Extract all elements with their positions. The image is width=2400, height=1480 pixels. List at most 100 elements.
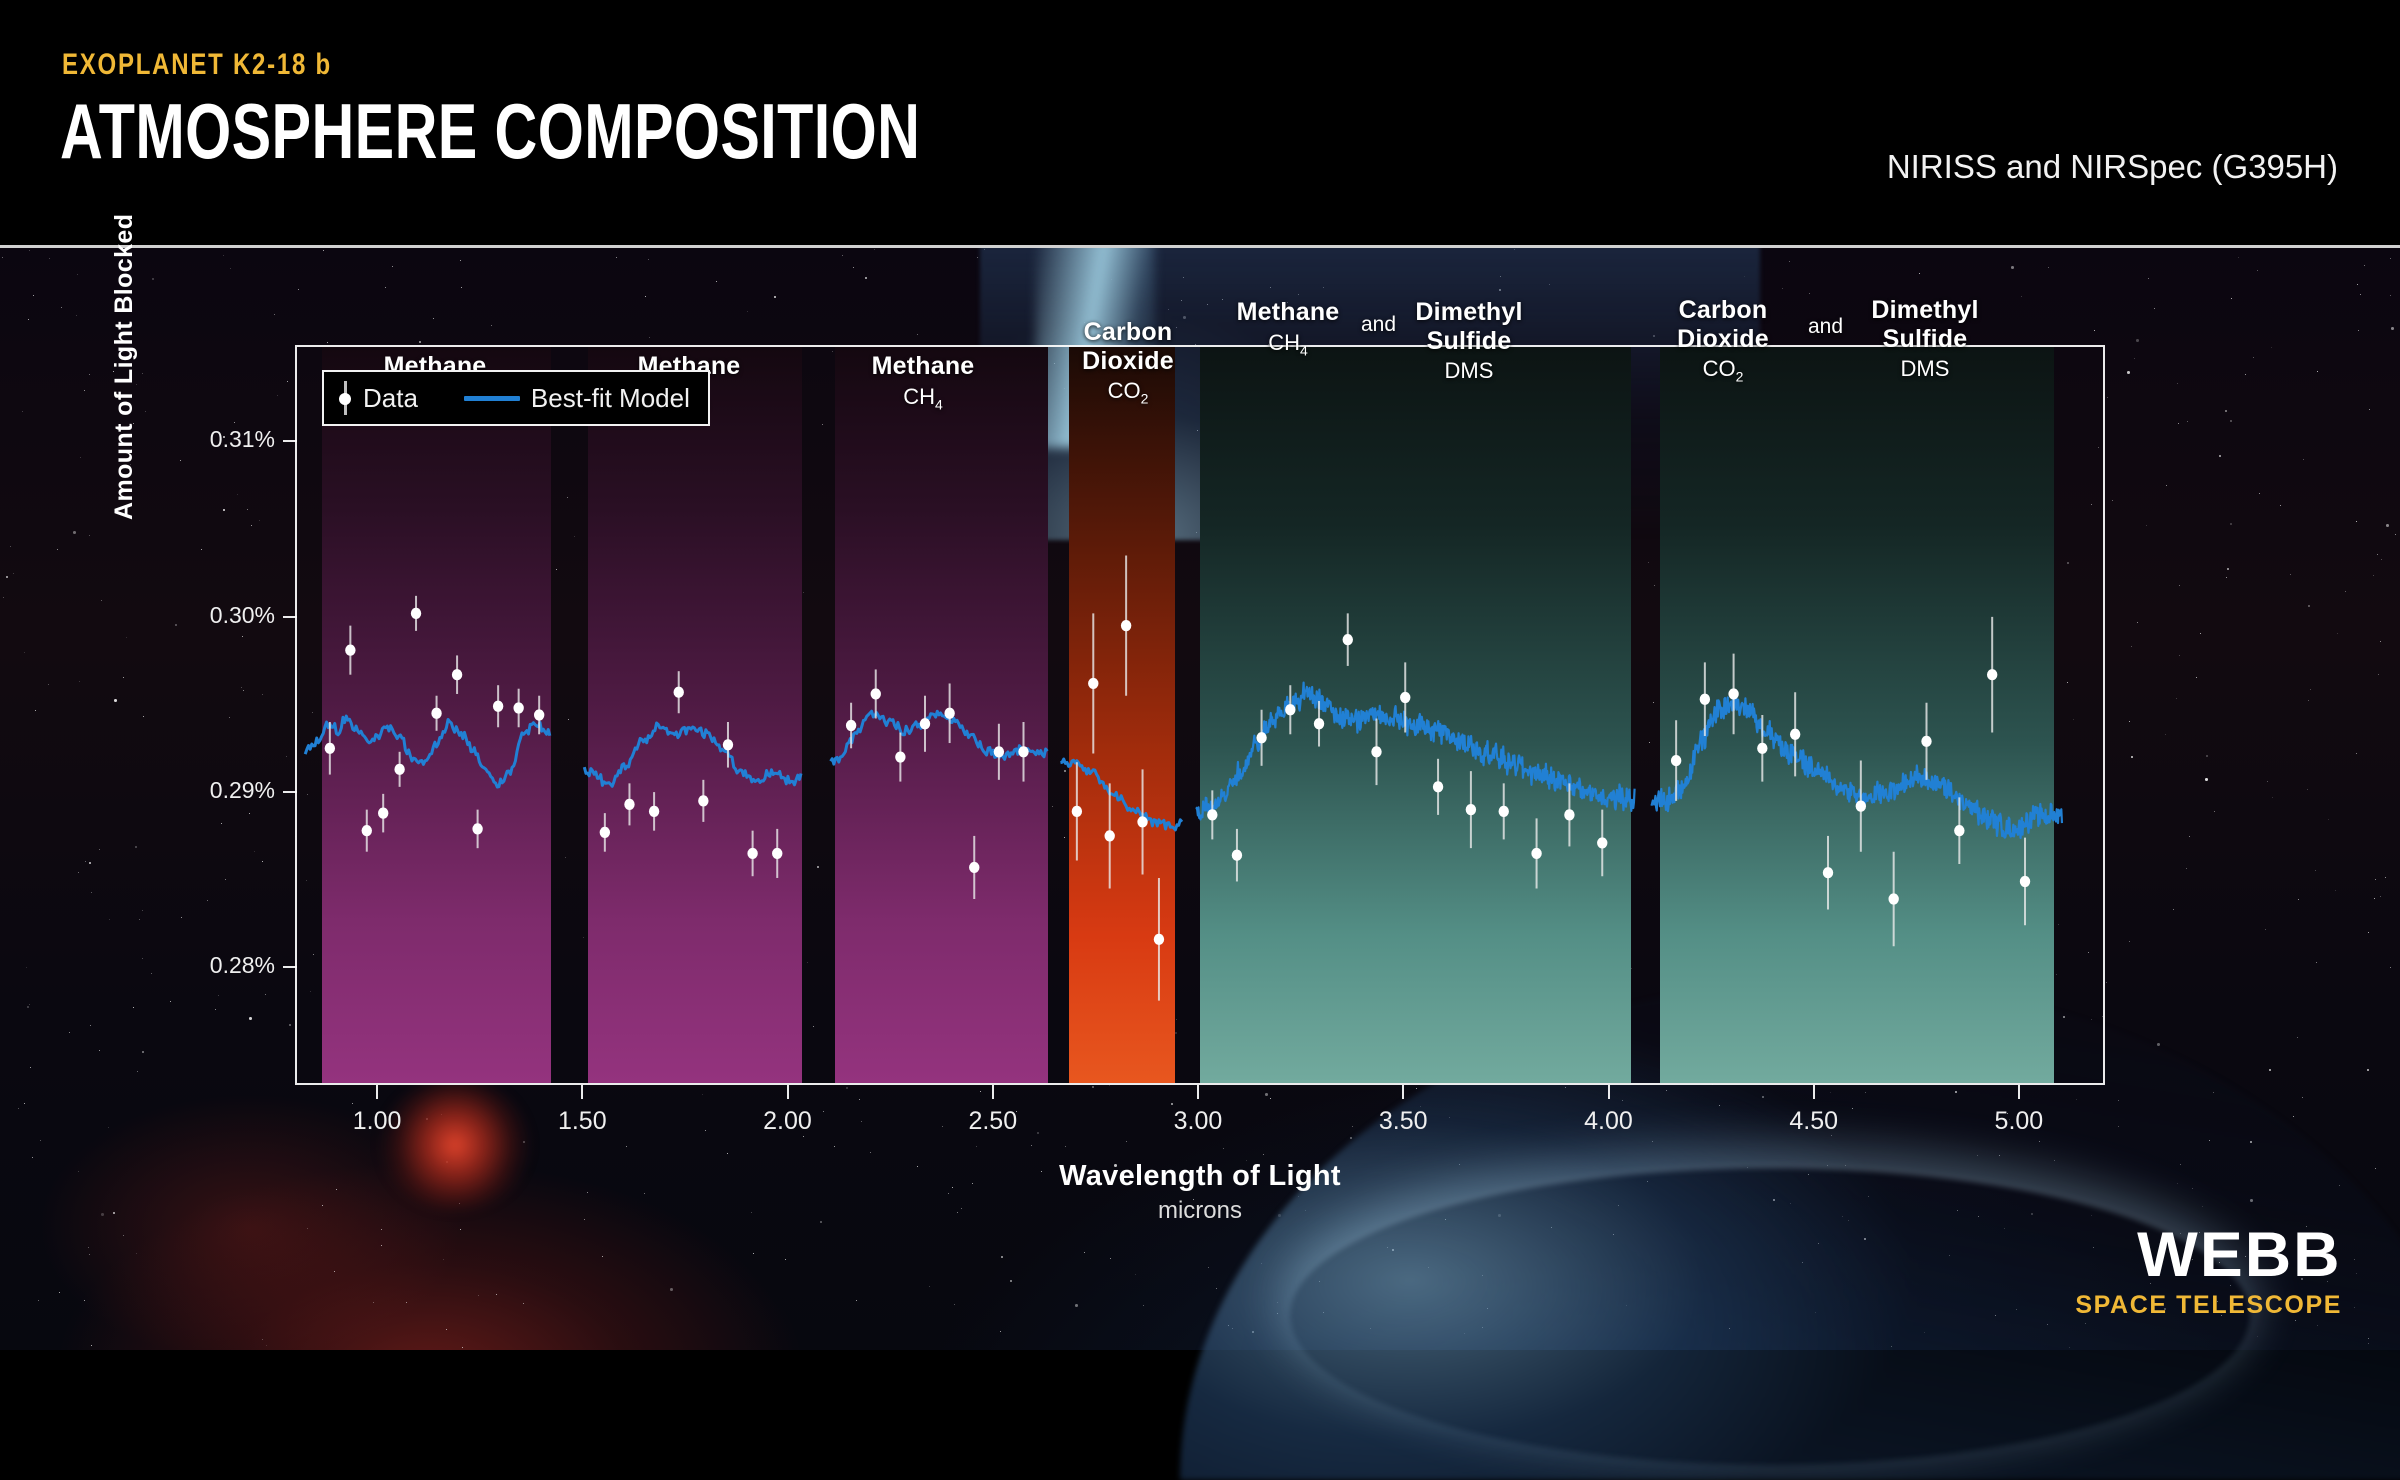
x-tick-label: 4.50 xyxy=(1789,1107,1839,1135)
data-point xyxy=(513,702,524,714)
molecule-name: Carbon Dioxide xyxy=(1082,318,1174,375)
model-curve-segment xyxy=(1195,681,1636,821)
y-axis-title: Amount of Light Blocked xyxy=(110,213,138,520)
data-point xyxy=(1153,933,1165,945)
data-point xyxy=(1137,816,1148,828)
model-curve-segment xyxy=(829,709,1049,766)
x-tick-mark xyxy=(376,1085,379,1099)
band-co2+dms-5 xyxy=(1659,347,2054,1083)
annotation-carbon-dioxide-3: Carbon Dioxide CO2 xyxy=(998,318,1258,406)
data-point xyxy=(648,805,660,817)
x-tick-mark xyxy=(1402,1085,1405,1099)
data-point xyxy=(624,798,635,810)
data-point xyxy=(993,746,1005,758)
molecule-formula: CH4 xyxy=(903,383,943,412)
data-points-group xyxy=(324,555,2031,1001)
data-point-icon xyxy=(338,381,352,415)
x-tick-mark xyxy=(991,1085,994,1099)
y-tick-mark xyxy=(283,615,297,618)
data-point xyxy=(1104,830,1115,842)
annotation-dimethyl-sulfide-5: Dimethyl Sulfide DMS xyxy=(1339,298,1599,384)
y-tick-mark xyxy=(283,966,297,969)
data-point xyxy=(1954,825,1965,837)
data-point xyxy=(378,807,389,819)
model-curve-segment xyxy=(1060,757,1184,832)
data-point xyxy=(1498,805,1509,817)
planet-rim-highlight xyxy=(1290,1165,2250,1465)
data-point xyxy=(324,742,336,754)
x-tick-label: 1.00 xyxy=(352,1107,402,1135)
data-point xyxy=(722,739,734,751)
data-point xyxy=(1018,746,1029,758)
data-point xyxy=(919,718,931,730)
conjunction-and-0: and xyxy=(1361,313,1397,336)
y-tick-label: 0.28% xyxy=(209,952,275,979)
data-point xyxy=(944,707,955,719)
data-point xyxy=(431,707,442,719)
x-tick-mark xyxy=(581,1085,584,1099)
data-point xyxy=(1256,732,1267,744)
molecule-name: Carbon Dioxide xyxy=(1677,296,1769,353)
data-point xyxy=(1728,688,1739,700)
x-tick-label: 2.50 xyxy=(968,1107,1018,1135)
x-tick-mark xyxy=(2017,1085,2020,1099)
legend-item-model: Best-fit Model xyxy=(463,382,690,414)
data-point xyxy=(1670,754,1682,767)
data-point xyxy=(1088,677,1099,690)
data-point xyxy=(1921,735,1932,747)
data-point xyxy=(969,861,980,874)
x-tick-mark xyxy=(1607,1085,1610,1099)
x-tick-label: 3.50 xyxy=(1378,1107,1428,1135)
webb-logo: WEBB SPACE TELESCOPE xyxy=(2075,1224,2342,1320)
annotation-methane-2: Methane CH4 xyxy=(793,352,1053,412)
model-curve-segment xyxy=(1650,695,2064,840)
data-point xyxy=(895,751,906,763)
data-point xyxy=(1822,867,1834,879)
data-point xyxy=(451,669,463,681)
data-point xyxy=(1400,691,1411,704)
model-line-icon xyxy=(463,395,520,401)
molecule-formula: CO2 xyxy=(1107,378,1149,407)
molecule-formula: DMS xyxy=(1444,358,1494,383)
molecule-name: Dimethyl Sulfide xyxy=(1415,298,1523,355)
y-tick-label: 0.29% xyxy=(209,776,275,803)
data-point xyxy=(1855,800,1867,812)
y-tick-mark xyxy=(283,440,297,443)
x-tick-mark xyxy=(1812,1085,1815,1099)
data-point xyxy=(1699,693,1711,705)
molecule-name: Dimethyl Sulfide xyxy=(1871,296,1979,353)
data-point xyxy=(1285,704,1296,716)
webb-wordmark: WEBB xyxy=(2137,1220,2342,1291)
data-point xyxy=(1207,809,1218,821)
data-point xyxy=(747,847,758,860)
annotation-methane-4: Methane CH4 xyxy=(1158,298,1418,358)
legend-label-model: Best-fit Model xyxy=(530,382,690,413)
page-title: ATMOSPHERE COMPOSITION xyxy=(60,87,921,175)
data-point xyxy=(870,688,881,700)
chart-legend: Data Best-fit Model xyxy=(322,370,710,426)
x-tick-mark xyxy=(786,1085,789,1099)
data-point xyxy=(1465,804,1477,816)
data-point xyxy=(1597,837,1608,849)
webb-subtitle: SPACE TELESCOPE xyxy=(2075,1291,2342,1319)
data-point xyxy=(1371,746,1382,758)
molecule-name: Methane xyxy=(871,352,975,380)
data-point xyxy=(361,825,372,837)
data-point xyxy=(1564,809,1575,821)
kicker-text: EXOPLANET K2-18 b xyxy=(62,48,332,81)
x-tick-label: 4.00 xyxy=(1584,1107,1633,1135)
data-point xyxy=(772,847,783,860)
y-tick-label: 0.30% xyxy=(209,601,275,628)
data-point xyxy=(492,700,504,712)
x-tick-label: 3.00 xyxy=(1173,1107,1223,1135)
legend-item-data: Data xyxy=(338,381,418,415)
data-point xyxy=(1531,847,1542,860)
annotation-carbon-dioxide-6: Carbon Dioxide CO2 xyxy=(1593,296,1853,384)
band-ch4-1 xyxy=(588,347,802,1083)
spectrum-plot xyxy=(295,345,2105,1085)
data-point xyxy=(1120,620,1132,632)
molecule-name: Methane xyxy=(1236,298,1340,326)
molecule-formula: CH4 xyxy=(1268,329,1308,358)
data-point xyxy=(472,823,483,835)
header-bar: EXOPLANET K2-18 b ATMOSPHERE COMPOSITION… xyxy=(0,0,2400,248)
